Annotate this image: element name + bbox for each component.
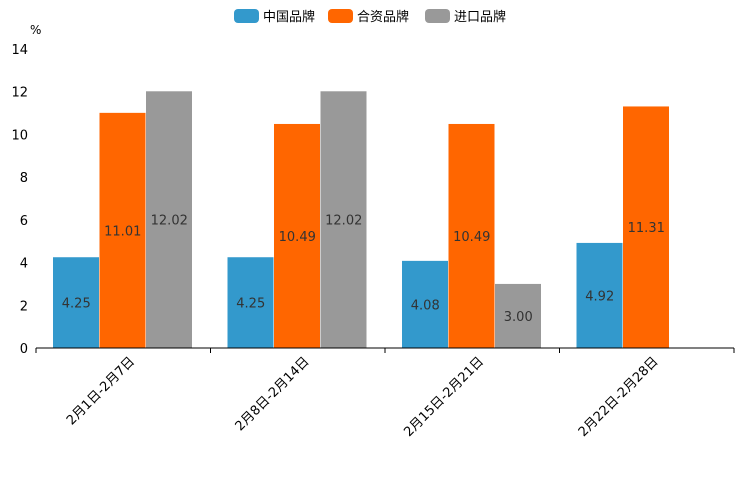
data-label: 12.02 xyxy=(325,214,362,229)
legend-swatch xyxy=(234,9,259,23)
data-label: 3.00 xyxy=(504,310,533,325)
legend-label: 进口品牌 xyxy=(454,9,506,25)
y-tick-label: 10 xyxy=(11,128,28,143)
x-axis: 2月1日-2月7日 2月8日-2月14日 2月15日-2月21日 2月22日-2月28… xyxy=(35,348,735,440)
data-label: 4.92 xyxy=(585,289,614,304)
y-tick-label: 8 xyxy=(20,171,28,186)
bar xyxy=(402,260,448,348)
bar xyxy=(274,123,320,349)
data-labels: 4.25 11.01 12.02 4.25 10.49 12.02 4.08 10.49 3.0… xyxy=(62,214,665,325)
legend-item[interactable]: 中国品牌 xyxy=(234,9,315,25)
bar xyxy=(53,257,99,348)
data-label: 4.25 xyxy=(62,297,91,312)
x-tick-label: 2月15日-2月21日 xyxy=(401,354,487,440)
bar xyxy=(448,123,495,349)
legend-swatch xyxy=(425,9,450,23)
y-axis: 0 2 4 6 8 10 12 14 xyxy=(11,43,28,357)
data-label: 11.31 xyxy=(628,221,665,236)
legend-label: 合资品牌 xyxy=(357,9,409,25)
legend-item[interactable]: 进口品牌 xyxy=(425,9,506,25)
y-tick-label: 0 xyxy=(20,342,28,357)
bar xyxy=(227,257,274,348)
legend: 中国品牌 合资品牌 进口品牌 xyxy=(234,9,506,25)
data-label: 10.49 xyxy=(279,230,316,245)
bar xyxy=(623,106,669,348)
y-tick-label: 12 xyxy=(11,86,28,101)
data-label: 12.02 xyxy=(151,214,188,229)
y-tick-label: 14 xyxy=(11,43,28,58)
x-tick-label: 2月8日-2月14日 xyxy=(233,354,313,434)
y-tick-label: 4 xyxy=(20,257,28,272)
y-tick-label: 2 xyxy=(20,299,28,314)
data-label: 11.01 xyxy=(104,224,141,239)
bars xyxy=(53,91,669,349)
legend-swatch xyxy=(328,9,353,23)
data-label: 4.25 xyxy=(236,297,265,312)
legend-label: 中国品牌 xyxy=(263,9,315,25)
bar xyxy=(146,91,192,348)
x-tick-label: 2月22日-2月28日 xyxy=(576,354,662,440)
y-tick-label: 6 xyxy=(20,214,28,229)
legend-item[interactable]: 合资品牌 xyxy=(328,9,409,25)
bar xyxy=(495,283,541,348)
bar xyxy=(320,91,367,348)
bar xyxy=(99,112,146,349)
data-label: 4.08 xyxy=(411,298,440,313)
bar xyxy=(576,242,623,348)
data-label: 10.49 xyxy=(453,230,490,245)
y-axis-unit-label: % xyxy=(30,23,41,37)
x-tick-label: 2月1日-2月7日 xyxy=(64,354,138,428)
